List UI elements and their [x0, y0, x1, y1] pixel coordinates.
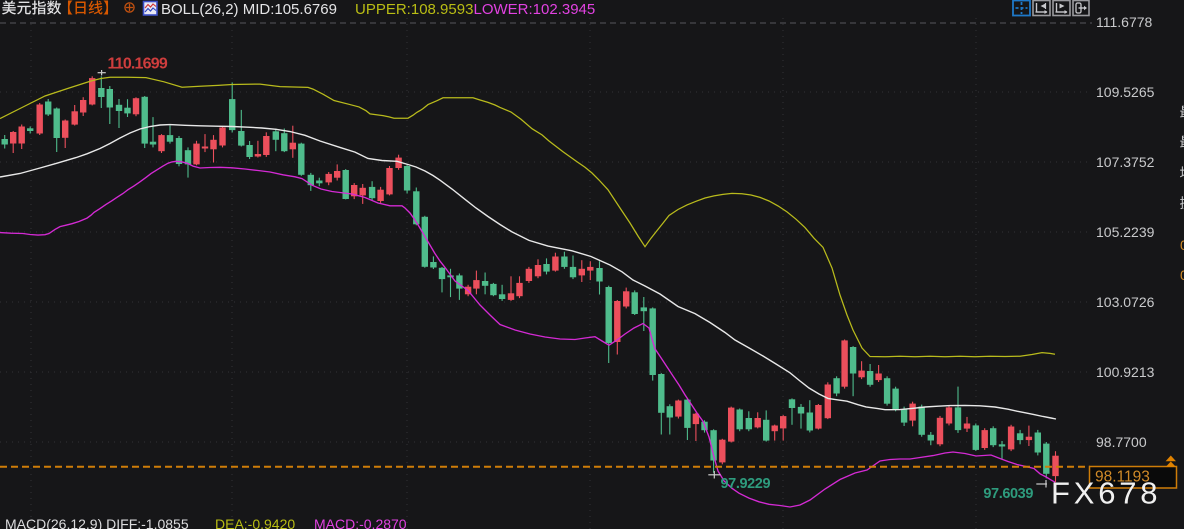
svg-text:97.6039: 97.6039: [983, 486, 1033, 502]
svg-text:109.5265: 109.5265: [1096, 84, 1155, 100]
svg-text:FX678: FX678: [1051, 476, 1161, 511]
svg-text:98.1193: 98.1193: [1095, 469, 1150, 486]
svg-text:LOWER:102.3945: LOWER:102.3945: [474, 1, 596, 18]
svg-text:97.9229: 97.9229: [721, 476, 771, 492]
svg-text:98.7700: 98.7700: [1096, 434, 1147, 450]
svg-text:103.0726: 103.0726: [1096, 294, 1155, 310]
svg-text:110.1699: 110.1699: [108, 56, 168, 73]
svg-text:MACD:-0.2870: MACD:-0.2870: [314, 516, 407, 529]
svg-text:0.0: 0.0: [1180, 237, 1184, 253]
svg-text:105.2239: 105.2239: [1096, 224, 1155, 240]
svg-text:MACD(26,12,9) DIFF:-1.0855: MACD(26,12,9) DIFF:-1.0855: [5, 516, 189, 529]
svg-text:DEA:-0.9420: DEA:-0.9420: [215, 516, 295, 529]
svg-text:100.9213: 100.9213: [1096, 364, 1155, 380]
svg-text:107.3752: 107.3752: [1096, 154, 1155, 170]
svg-text:111.6778: 111.6778: [1096, 14, 1153, 30]
svg-text:BOLL(26,2) MID:105.6769: BOLL(26,2) MID:105.6769: [161, 1, 337, 18]
svg-text:UPPER:108.9593: UPPER:108.9593: [355, 1, 473, 18]
svg-text:0.0: 0.0: [1180, 267, 1184, 283]
